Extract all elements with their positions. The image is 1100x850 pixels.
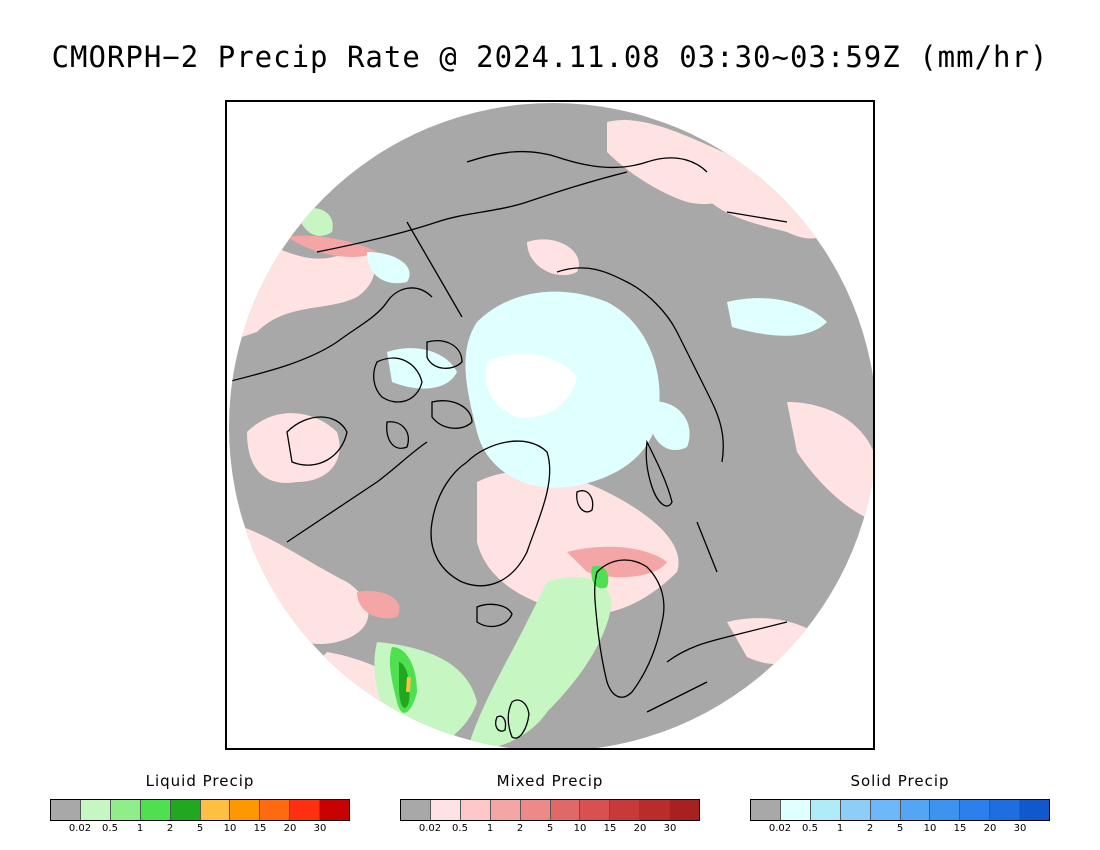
tick-labels: 0.02 0.5 1 2 5 10 15 20 30: [750, 823, 1050, 837]
color-swatch: [230, 800, 261, 820]
tick-label: 1: [136, 823, 144, 834]
tick-label: 0.5: [802, 823, 818, 834]
tick-label: 15: [603, 823, 617, 834]
tick-label: 0.5: [102, 823, 118, 834]
tick-label: 2: [866, 823, 874, 834]
color-swatch: [580, 800, 611, 820]
legend-title: Mixed Precip: [496, 772, 604, 790]
tick-label: 2: [516, 823, 524, 834]
color-swatch: [640, 800, 671, 820]
color-swatch: [780, 800, 811, 820]
color-swatch: [930, 800, 961, 820]
polar-precip-map: [225, 100, 875, 750]
color-swatch: [670, 800, 700, 820]
mixed-precip-legend: Mixed Precip 0.02 0.5 1 2 5 10 15 20 30: [400, 772, 700, 837]
color-swatch: [520, 800, 551, 820]
color-swatch: [200, 800, 231, 820]
color-swatch: [260, 800, 291, 820]
tick-label: 30: [313, 823, 327, 834]
color-swatch: [960, 800, 991, 820]
color-bar: [50, 799, 350, 821]
legend-title: Liquid Precip: [145, 772, 255, 790]
color-swatch: [80, 800, 111, 820]
color-swatch: [990, 800, 1021, 820]
color-swatch: [1020, 800, 1050, 820]
color-swatch: [110, 800, 141, 820]
color-swatch: [140, 800, 171, 820]
color-bar: [400, 799, 700, 821]
precip-map-svg: [229, 103, 873, 748]
tick-label: 30: [1013, 823, 1027, 834]
color-swatch: [290, 800, 321, 820]
color-swatch: [900, 800, 931, 820]
tick-label: 0.02: [418, 823, 442, 834]
legend-title: Solid Precip: [850, 772, 950, 790]
tick-label: 10: [223, 823, 237, 834]
color-swatch: [870, 800, 901, 820]
color-swatch: [751, 800, 781, 820]
color-swatch: [51, 800, 81, 820]
tick-label: 2: [166, 823, 174, 834]
tick-label: 1: [486, 823, 494, 834]
tick-label: 5: [196, 823, 204, 834]
tick-label: 15: [253, 823, 267, 834]
pole-no-data-area: [485, 353, 577, 418]
tick-label: 20: [633, 823, 647, 834]
color-swatch: [401, 800, 431, 820]
tick-labels: 0.02 0.5 1 2 5 10 15 20 30: [50, 823, 350, 837]
tick-label: 0.02: [768, 823, 792, 834]
liquid-precip-legend: Liquid Precip 0.02 0.5 1 2 5 10 15 20 30: [50, 772, 350, 837]
color-swatch: [320, 800, 350, 820]
tick-label: 10: [923, 823, 937, 834]
tick-label: 20: [983, 823, 997, 834]
tick-label: 30: [663, 823, 677, 834]
tick-label: 15: [953, 823, 967, 834]
tick-labels: 0.02 0.5 1 2 5 10 15 20 30: [400, 823, 700, 837]
color-swatch: [430, 800, 461, 820]
tick-label: 0.02: [68, 823, 92, 834]
coastlines: [229, 150, 788, 739]
color-swatch: [810, 800, 841, 820]
color-bar: [750, 799, 1050, 821]
tick-label: 5: [546, 823, 554, 834]
color-swatch: [550, 800, 581, 820]
color-swatch: [610, 800, 641, 820]
color-swatch: [170, 800, 201, 820]
tick-label: 5: [896, 823, 904, 834]
color-swatch: [490, 800, 521, 820]
tick-label: 1: [836, 823, 844, 834]
liquid-precip-peak-area: [406, 677, 411, 692]
color-swatch: [840, 800, 871, 820]
map-title: CMORPH−2 Precip Rate @ 2024.11.08 03:30~…: [51, 40, 1049, 74]
tick-label: 0.5: [452, 823, 468, 834]
tick-label: 20: [283, 823, 297, 834]
solid-precip-legend: Solid Precip 0.02 0.5 1 2 5 10 15 20 30: [750, 772, 1050, 837]
liquid-precip-heavy-area: [399, 662, 410, 708]
tick-label: 10: [573, 823, 587, 834]
color-swatch: [460, 800, 491, 820]
